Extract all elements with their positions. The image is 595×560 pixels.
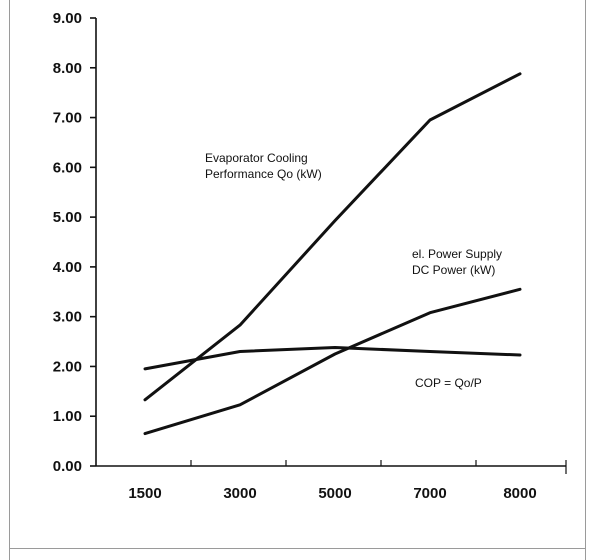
y-tick-label: 0.00	[53, 458, 82, 475]
y-tick-label: 4.00	[53, 259, 82, 276]
x-tick-label: 3000	[223, 485, 256, 502]
annotation-3: COP = Qo/P	[415, 376, 482, 390]
annotation-text: Performance Qo (kW)	[205, 167, 322, 181]
y-tick-label: 5.00	[53, 209, 82, 226]
y-tick-label: 8.00	[53, 60, 82, 77]
annotation-1: Evaporator Cooling Performance Qo (kW)	[205, 151, 322, 181]
annotation-text: el. Power Supply	[412, 247, 502, 261]
x-tick-label: 1500	[128, 485, 161, 502]
annotation-2: el. Power Supply DC Power (kW)	[412, 247, 502, 277]
y-tick-label: 1.00	[53, 408, 82, 425]
y-tick-label: 2.00	[53, 358, 82, 375]
frame-right-border	[585, 0, 586, 560]
axes: 0.00 1.00 2.00 3.00 4.00 5.00 6.00 7.00 8.00 9.00…	[53, 10, 567, 502]
y-tick-label: 3.00	[53, 309, 82, 326]
annotation-text: Evaporator Cooling	[205, 151, 308, 165]
frame-bottom-border	[9, 548, 586, 549]
y-tick-label: 9.00	[53, 10, 82, 27]
x-tick-label: 7000	[413, 485, 446, 502]
x-tick-label: 8000	[503, 485, 536, 502]
annotations: Evaporator Cooling Performance Qo (kW) el.…	[205, 151, 502, 390]
y-tick-label: 7.00	[53, 110, 82, 127]
x-tick-label: 5000	[318, 485, 351, 502]
series-line-3	[143, 346, 522, 371]
series-lines	[143, 72, 522, 436]
series-line-2	[143, 287, 522, 436]
series-line-1	[143, 72, 522, 402]
frame-left-border	[9, 0, 10, 560]
annotation-text: DC Power (kW)	[412, 263, 495, 277]
y-tick-label: 6.00	[53, 159, 82, 176]
annotation-text: COP = Qo/P	[415, 376, 482, 390]
